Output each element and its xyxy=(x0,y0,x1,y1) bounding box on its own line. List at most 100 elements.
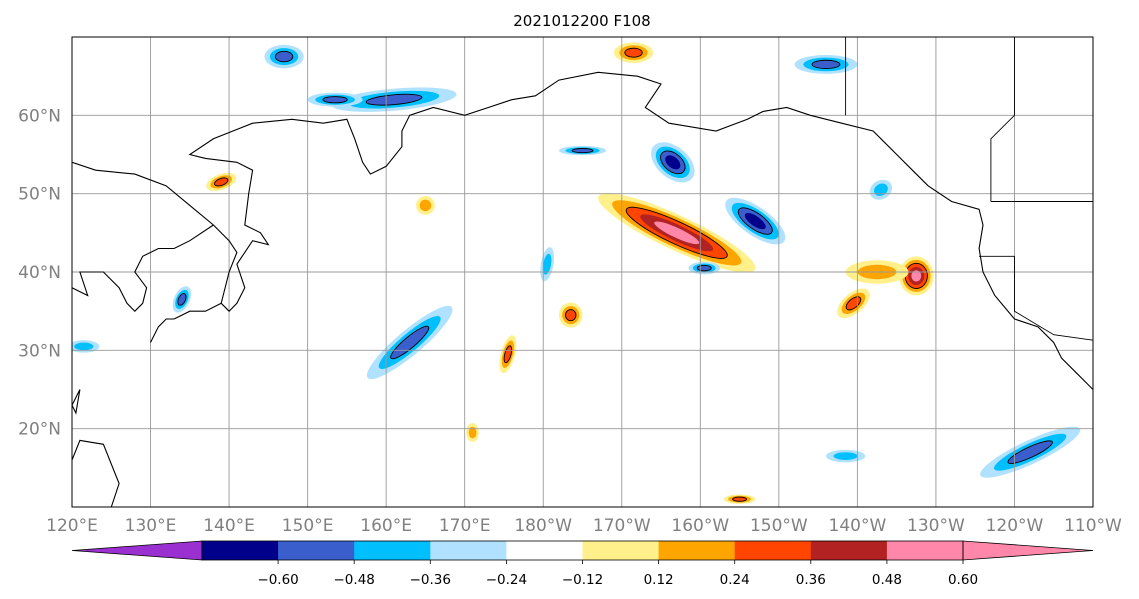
lat-tick-label: 40°N xyxy=(18,263,61,283)
lon-tick-label: 160°E xyxy=(360,516,412,536)
coastline xyxy=(150,318,175,343)
lon-tick-label: 120°W xyxy=(986,516,1044,536)
coastline xyxy=(72,224,214,312)
colorbar-tick-label: 0.24 xyxy=(720,572,750,588)
field-feature xyxy=(366,305,453,380)
contour-level xyxy=(874,183,888,196)
field-feature xyxy=(540,247,555,282)
coastlines xyxy=(72,37,1093,507)
colorbar-tick-label: 0.12 xyxy=(644,572,674,588)
colorbar-cell xyxy=(506,541,583,560)
contour-level xyxy=(654,221,700,245)
field-feature xyxy=(825,449,866,463)
field-feature xyxy=(688,261,720,275)
colorbar-cell xyxy=(430,541,507,560)
coastline xyxy=(72,439,120,507)
field-feature xyxy=(651,142,695,183)
contour-level xyxy=(744,212,766,230)
field-feature xyxy=(206,172,237,192)
lon-tick-label: 140°E xyxy=(203,516,255,536)
political-border xyxy=(990,37,1015,202)
contour-level xyxy=(565,309,577,322)
contour-level xyxy=(696,264,712,272)
contour-level xyxy=(468,426,477,439)
colorbar-cell xyxy=(354,541,431,560)
coastline xyxy=(72,71,1093,390)
field-feature xyxy=(307,92,363,107)
contour-level xyxy=(833,452,858,460)
contour-level xyxy=(74,342,94,351)
colorbar-cells xyxy=(71,540,1094,561)
map-title: 2021012200 F108 xyxy=(513,12,650,30)
colorbar-cell xyxy=(658,541,736,560)
contour-level xyxy=(542,253,552,275)
field-feature xyxy=(725,197,786,245)
field-feature xyxy=(794,55,858,74)
colorbar-tick-label: −0.48 xyxy=(334,572,375,588)
colorbar-labels: −0.60 −0.48 −0.36 −0.24 −0.12 0.12 0.24 0.36 0.4… xyxy=(257,560,978,588)
field-feature xyxy=(558,302,583,328)
colorbar-extend-low xyxy=(71,540,203,561)
lon-tick-label: 170°W xyxy=(593,516,651,536)
lon-tick-label: 140°W xyxy=(829,516,887,536)
political-border xyxy=(979,255,1093,341)
colorbar-tick-label: 0.48 xyxy=(872,572,902,588)
contour-level xyxy=(365,93,423,106)
lon-tick-label: 130°E xyxy=(125,516,177,536)
colorbar-tick-label: 0.60 xyxy=(948,572,978,588)
lat-tick-label: 20°N xyxy=(18,420,61,440)
contour-level xyxy=(811,59,841,70)
field-feature xyxy=(980,426,1081,478)
contour-level xyxy=(214,177,229,187)
lon-tick-label: 150°W xyxy=(750,516,808,536)
colorbar-tick-label: −0.12 xyxy=(562,572,603,588)
field-feature xyxy=(331,87,457,112)
colorbar-cell xyxy=(202,541,279,560)
field-feature xyxy=(869,179,893,200)
field-feature xyxy=(899,256,934,296)
longitude-labels: 120°E 130°E 140°E 150°E 160°E 170°E 180°W 170°W… xyxy=(46,516,1122,536)
contour-level xyxy=(274,50,294,63)
field-feature xyxy=(598,193,756,273)
field-feature xyxy=(613,42,654,63)
colorbar-tick-label: −0.36 xyxy=(410,572,451,588)
contour-level xyxy=(732,496,748,502)
field-feature xyxy=(172,286,192,313)
contour-level xyxy=(177,293,187,306)
lon-tick-label: 130°W xyxy=(907,516,965,536)
map-area xyxy=(72,37,1093,507)
contour-level xyxy=(665,155,681,170)
lon-tick-label: 170°E xyxy=(439,516,491,536)
map-gridlines xyxy=(72,37,1093,507)
lon-tick-label: 120°E xyxy=(46,516,98,536)
colorbar-cell xyxy=(278,541,355,560)
contour-level xyxy=(911,270,922,282)
colorbar-extend-high xyxy=(962,540,1094,561)
field-feature xyxy=(416,196,435,215)
field-feature xyxy=(499,335,517,374)
lon-tick-label: 160°W xyxy=(671,516,729,536)
field-feature xyxy=(264,44,304,69)
contour-level xyxy=(322,96,348,104)
colorbar-tick-label: −0.60 xyxy=(257,572,298,588)
contour-level xyxy=(571,148,594,154)
lat-tick-label: 50°N xyxy=(18,185,61,205)
field-feature xyxy=(558,145,607,156)
coastline xyxy=(72,389,81,415)
contour-level xyxy=(624,47,643,58)
lon-tick-label: 150°E xyxy=(282,516,334,536)
latitude-labels: 20°N 30°N 40°N 50°N 60°N xyxy=(18,106,61,439)
colorbar: −0.60 −0.48 −0.36 −0.24 −0.12 0.12 0.24 0.36 0.4… xyxy=(71,540,1094,588)
colorbar-tick-label: −0.24 xyxy=(486,572,527,588)
colorbar-cell xyxy=(810,541,888,560)
field-feature xyxy=(837,288,870,319)
map-frame xyxy=(71,36,1094,508)
lat-tick-label: 30°N xyxy=(18,341,61,361)
colorbar-cell xyxy=(886,541,964,560)
lon-tick-label: 180°W xyxy=(514,516,572,536)
field-feature xyxy=(72,340,100,353)
coastline xyxy=(173,302,222,320)
contour-level xyxy=(1007,440,1053,464)
contour-level xyxy=(419,199,432,212)
